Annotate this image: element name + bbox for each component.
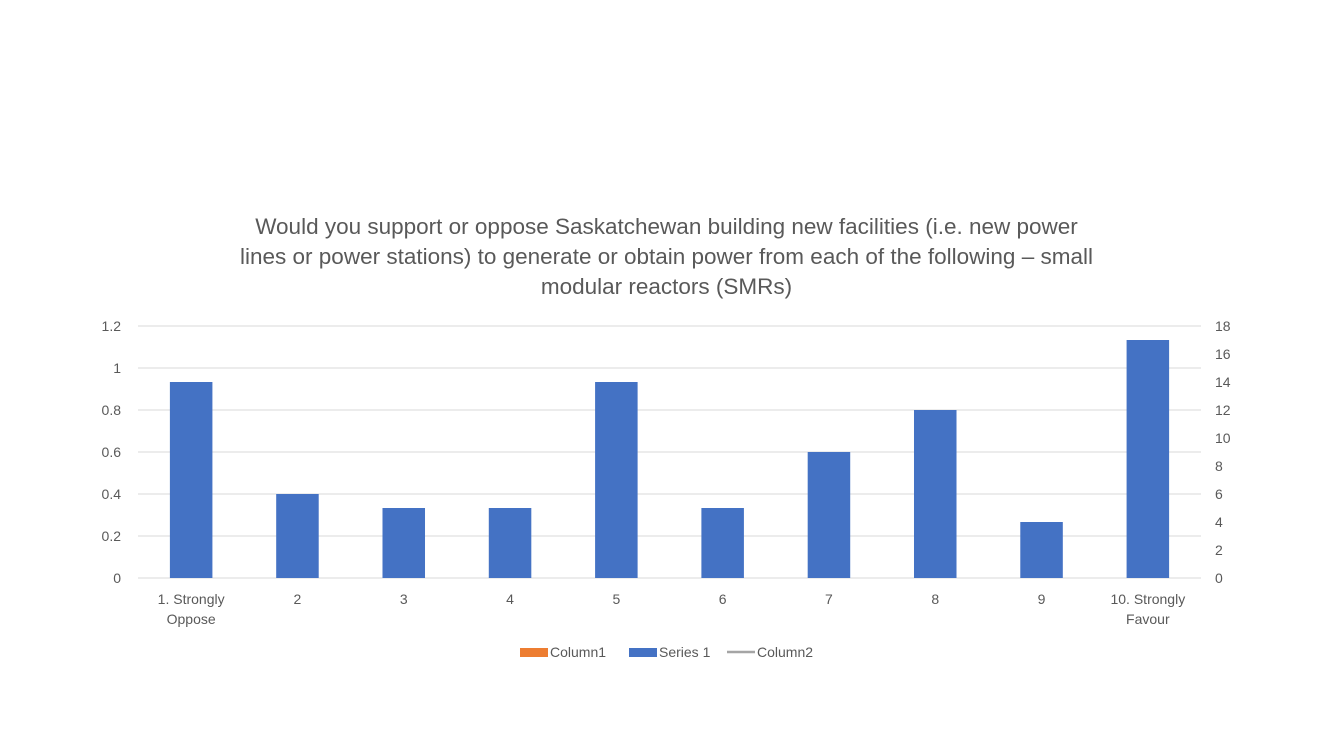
legend-swatch xyxy=(520,648,548,657)
x-tick-label: 7 xyxy=(825,591,833,607)
legend-swatch xyxy=(629,648,657,657)
bars xyxy=(169,340,1170,578)
y2-tick-label: 2 xyxy=(1215,542,1223,558)
bar xyxy=(382,508,426,578)
x-axis: 1. Strongly Oppose 2 3 4 5 6 7 8 9 10. Strongly Fav… xyxy=(158,591,1186,627)
y2-tick-label: 6 xyxy=(1215,486,1223,502)
bar xyxy=(488,508,532,578)
bar xyxy=(276,494,319,578)
y2-tick-label: 0 xyxy=(1215,570,1223,586)
y2-tick-label: 12 xyxy=(1215,402,1231,418)
y-tick-label: 1.2 xyxy=(102,318,122,334)
legend: Column1 Series 1 Column2 xyxy=(520,644,813,660)
bar xyxy=(1126,340,1170,578)
y-tick-label: 0.6 xyxy=(102,444,122,460)
y2-tick-label: 16 xyxy=(1215,346,1231,362)
x-tick-label: 5 xyxy=(612,591,620,607)
x-tick-label: 1. Strongly Oppose xyxy=(158,591,225,627)
bar xyxy=(701,508,744,578)
bar xyxy=(913,410,957,578)
x-tick-label: 8 xyxy=(931,591,939,607)
x-tick-label: 10. Strongly Favour xyxy=(1110,591,1185,627)
y-tick-label: 1 xyxy=(113,360,121,376)
legend-label: Column1 xyxy=(550,644,606,660)
bar xyxy=(1020,522,1063,578)
y-tick-label: 0.8 xyxy=(102,402,122,418)
legend-label: Series 1 xyxy=(659,644,711,660)
chart-title: Would you support or oppose Saskatchewan… xyxy=(240,214,1093,299)
x-tick-label: 9 xyxy=(1038,591,1046,607)
y2-tick-label: 14 xyxy=(1215,374,1231,390)
bar xyxy=(595,382,638,578)
y2-tick-label: 10 xyxy=(1215,430,1231,446)
bar xyxy=(807,452,851,578)
primary-y-axis: 0 0.2 0.4 0.6 0.8 1 1.2 xyxy=(102,318,122,586)
y-tick-label: 0.4 xyxy=(102,486,122,502)
x-tick-label: 2 xyxy=(294,591,302,607)
x-tick-label: 4 xyxy=(506,591,514,607)
y-tick-label: 0.2 xyxy=(102,528,122,544)
y-tick-label: 0 xyxy=(113,570,121,586)
bar xyxy=(169,382,213,578)
secondary-y-axis: 0 2 4 6 8 10 12 14 16 18 xyxy=(1215,318,1231,586)
y2-tick-label: 8 xyxy=(1215,458,1223,474)
y2-tick-label: 18 xyxy=(1215,318,1231,334)
x-tick-label: 3 xyxy=(400,591,408,607)
y2-tick-label: 4 xyxy=(1215,514,1223,530)
x-tick-label: 6 xyxy=(719,591,727,607)
legend-label: Column2 xyxy=(757,644,813,660)
